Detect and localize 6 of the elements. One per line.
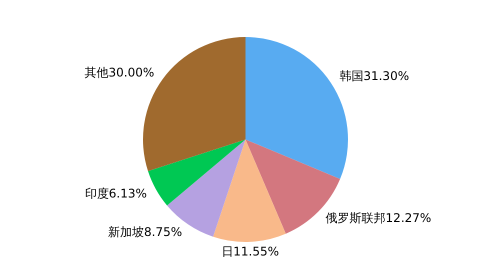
slice-label: 俄罗斯联邦12.27% [326,211,432,226]
slice-label: 新加坡8.75% [108,224,182,239]
slice-label: 其他30.00% [84,65,154,80]
slice-label: 日11.55% [221,244,280,258]
slice-label: 印度6.13% [84,186,147,200]
slice-label: 韩国31.30% [339,69,410,84]
